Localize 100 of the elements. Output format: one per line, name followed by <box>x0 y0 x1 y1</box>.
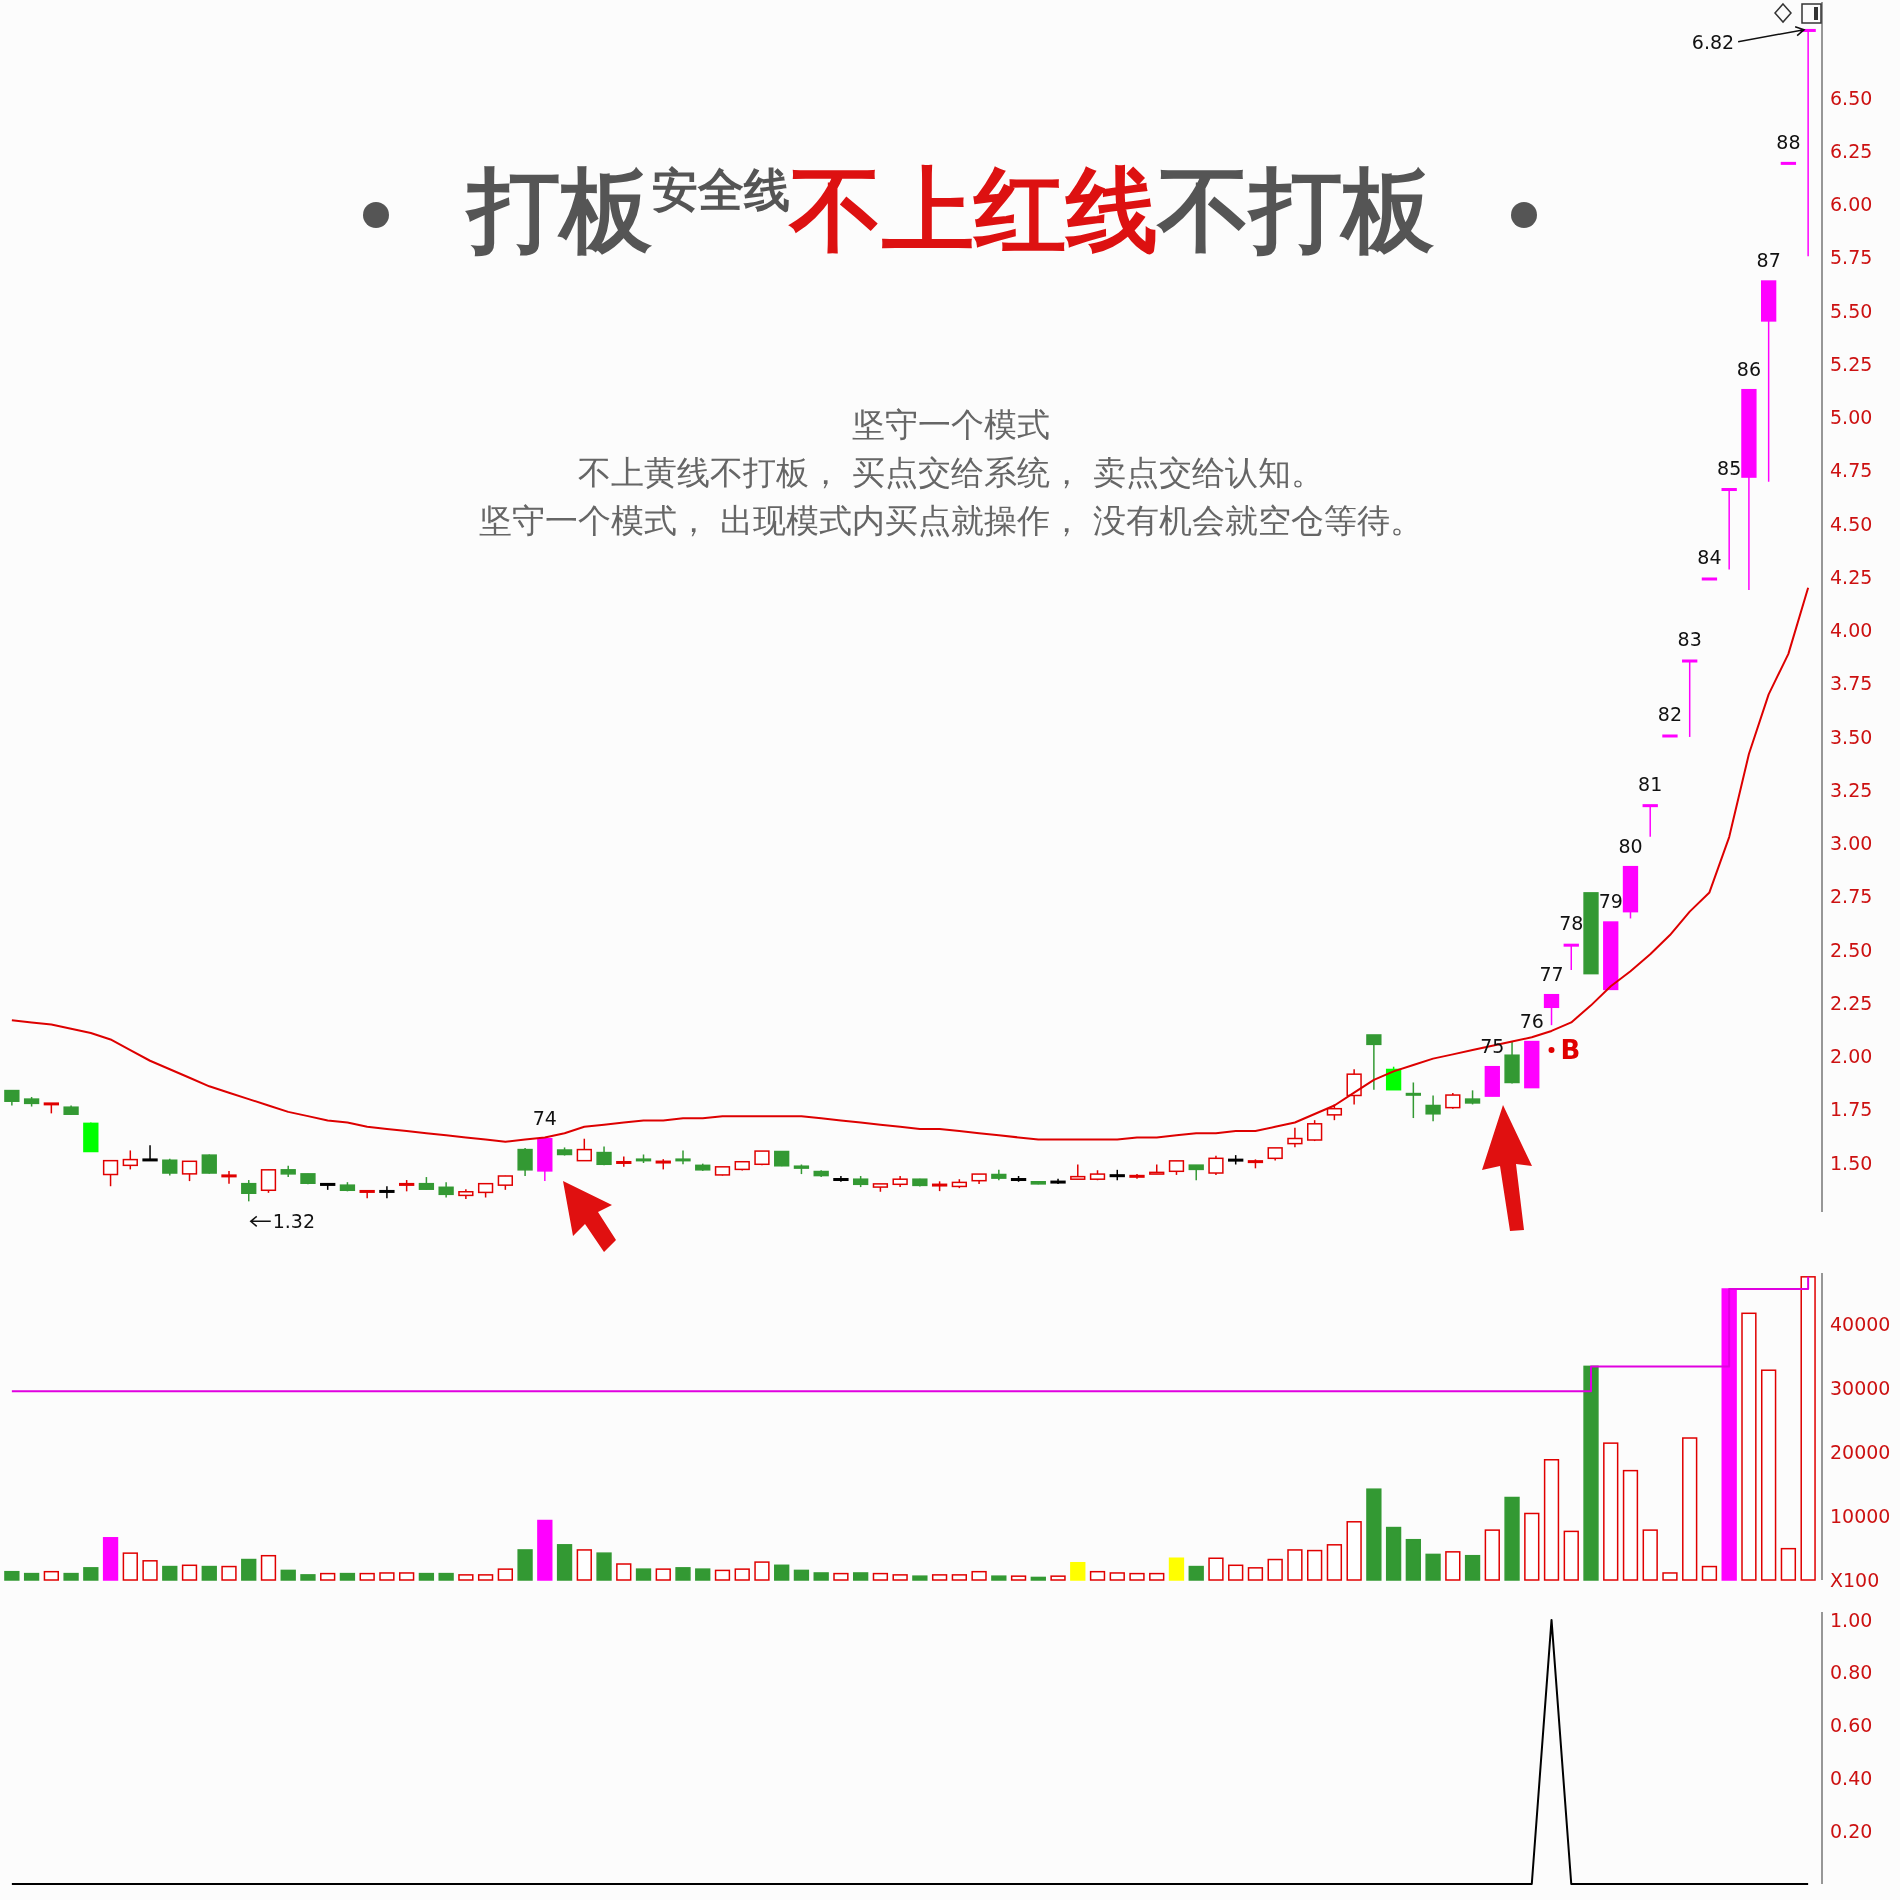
y-tick-label: 2.50 <box>1830 938 1873 961</box>
text: 88 <box>1776 130 1801 153</box>
bar <box>142 1560 158 1581</box>
candlestick <box>102 1159 119 1187</box>
bar <box>635 1568 652 1581</box>
y-tick-label: 0.60 <box>1830 1714 1873 1737</box>
bar <box>43 1570 60 1581</box>
bar <box>418 1572 435 1581</box>
bar <box>1682 1437 1698 1581</box>
y-tick-label: 4.00 <box>1830 619 1873 642</box>
candlestick <box>221 1170 237 1185</box>
bar <box>675 1567 691 1581</box>
y-tick-label: 2.00 <box>1830 1045 1873 1068</box>
bar <box>655 1568 671 1581</box>
bar <box>1563 1530 1579 1581</box>
bar <box>1662 1572 1678 1581</box>
y-tick-label: 0.20 <box>1830 1819 1873 1842</box>
annotation: 1.32 <box>272 1210 316 1233</box>
bar <box>892 1574 908 1581</box>
y-tick-label: 3.50 <box>1830 725 1873 748</box>
bar <box>300 1574 316 1581</box>
bar <box>458 1574 474 1581</box>
bar <box>1800 1276 1816 1581</box>
y-tick-label: 1.00 <box>1830 1608 1873 1631</box>
bar <box>280 1569 296 1581</box>
y-tick-label: 5.50 <box>1830 299 1873 322</box>
bar <box>1741 1312 1757 1581</box>
y-tick-label: 6.25 <box>1830 139 1873 162</box>
bar <box>1583 1365 1599 1581</box>
bar <box>971 1570 987 1581</box>
text: 82 <box>1657 703 1683 726</box>
text: 74 <box>532 1106 557 1129</box>
y-tick-label: 10000 <box>1830 1504 1891 1527</box>
bar <box>576 1549 592 1581</box>
bar <box>122 1552 138 1581</box>
text: 坚守一个模式 <box>852 405 1050 444</box>
candlestick <box>1287 1127 1303 1148</box>
bar <box>1603 1442 1619 1581</box>
data-label: B <box>1560 1035 1581 1066</box>
bar <box>991 1575 1007 1581</box>
y-tick-label: 0.40 <box>1830 1767 1873 1790</box>
bar <box>537 1519 553 1581</box>
y-tick-label: 0.80 <box>1830 1661 1873 1684</box>
bar <box>1287 1549 1303 1581</box>
bar <box>1760 1369 1777 1581</box>
y-tick-label: 5.25 <box>1830 352 1873 375</box>
bar <box>1780 1547 1797 1581</box>
candlestick <box>122 1149 138 1171</box>
candlestick <box>1346 1068 1362 1106</box>
y-tick-label: 20000 <box>1830 1440 1891 1463</box>
bar <box>1425 1553 1441 1581</box>
text: 77 <box>1539 962 1564 985</box>
y-tick-label: 2.25 <box>1830 991 1873 1014</box>
candlestick <box>1543 993 1560 1026</box>
bar <box>1089 1570 1106 1581</box>
bar <box>1306 1549 1323 1581</box>
bar <box>63 1572 79 1581</box>
bar <box>241 1558 257 1581</box>
bar <box>1010 1575 1027 1581</box>
text: 79 <box>1598 890 1623 913</box>
text: 78 <box>1559 912 1584 935</box>
candlestick <box>260 1168 277 1194</box>
bar <box>596 1552 612 1581</box>
bar <box>201 1565 217 1581</box>
y-tick-label: 3.25 <box>1830 778 1873 801</box>
candlestick <box>675 1149 691 1166</box>
bar <box>1247 1567 1264 1581</box>
bar <box>497 1568 514 1581</box>
bar <box>833 1572 849 1581</box>
candlestick <box>1721 488 1737 571</box>
bar <box>1385 1526 1402 1581</box>
bar <box>951 1574 968 1581</box>
bar <box>774 1564 790 1581</box>
y-tick-label: 4.75 <box>1830 459 1873 482</box>
bar <box>359 1572 375 1581</box>
text: 81 <box>1638 772 1663 795</box>
y-tick-label: 40000 <box>1830 1312 1891 1335</box>
candlestick <box>517 1147 533 1177</box>
bar <box>714 1569 731 1581</box>
bar <box>1543 1459 1560 1581</box>
bar <box>320 1572 336 1581</box>
bar <box>1267 1558 1283 1581</box>
bar <box>1366 1488 1382 1581</box>
bar <box>1109 1572 1125 1581</box>
candlestick <box>1405 1081 1422 1119</box>
candlestick <box>1425 1094 1441 1122</box>
bar <box>83 1567 99 1581</box>
y-tick-label: 5.00 <box>1830 406 1873 429</box>
bar <box>162 1565 178 1581</box>
bar <box>852 1572 869 1581</box>
y-tick-label: 4.25 <box>1830 565 1873 588</box>
bar <box>1326 1544 1343 1581</box>
bar <box>1484 1529 1500 1581</box>
bar <box>1504 1496 1520 1581</box>
candlestick <box>1366 1034 1382 1091</box>
bar <box>1622 1469 1639 1581</box>
bar <box>1464 1554 1481 1581</box>
candlestick <box>142 1144 158 1162</box>
bar <box>1445 1551 1461 1581</box>
bar <box>398 1572 415 1581</box>
